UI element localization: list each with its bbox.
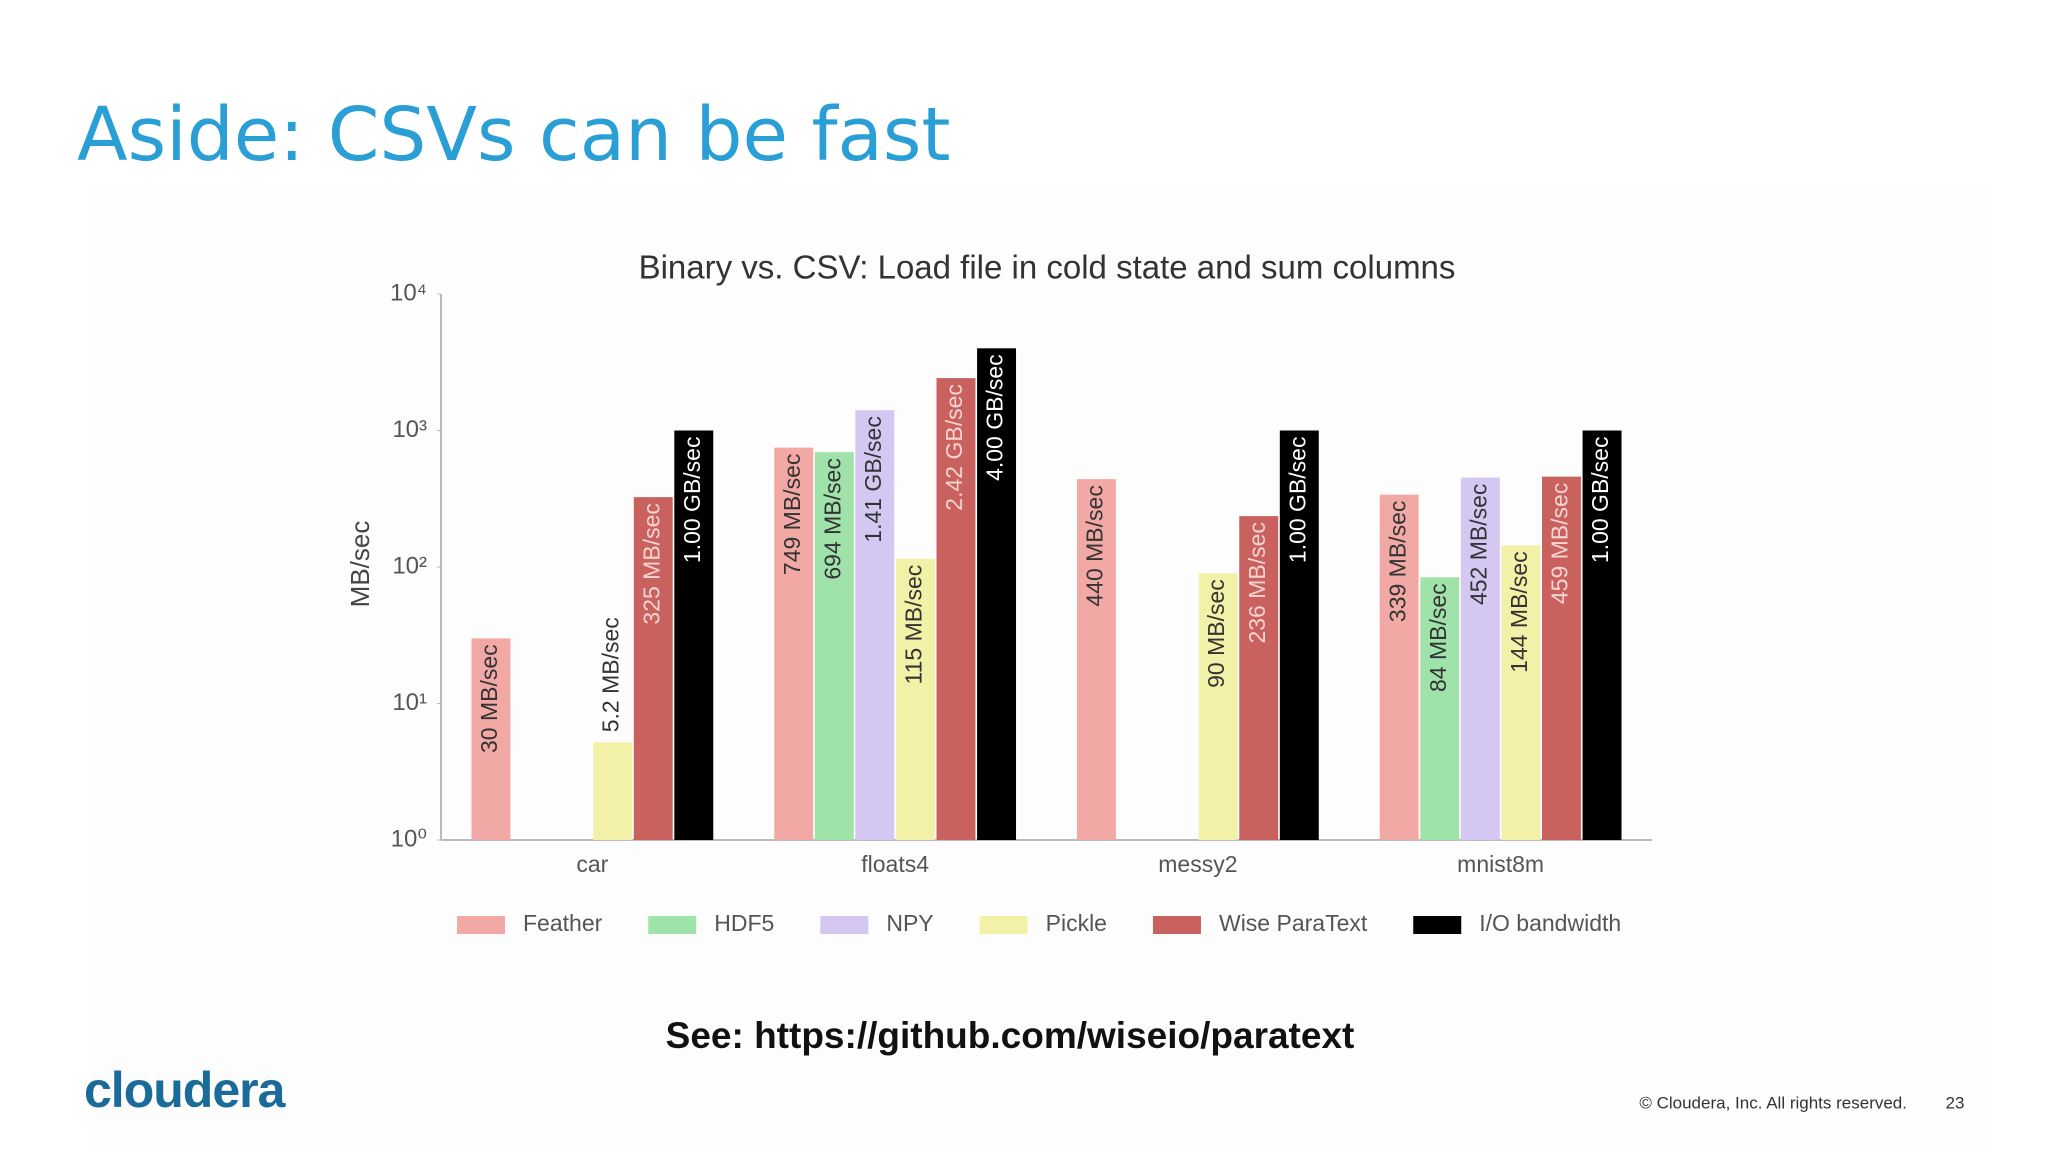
value-label: 749 MB/sec [779,454,805,575]
y-tick-label: 10⁴ [390,279,427,306]
bar [977,348,1017,840]
legend-swatch [457,916,505,934]
chart-title: Binary vs. CSV: Load file in cold state … [639,249,1456,286]
bar [1198,573,1238,840]
logo: cloudera [84,1062,287,1118]
legend-swatch [979,916,1028,934]
bar [633,497,673,840]
value-label: 325 MB/sec [638,503,664,624]
bar [1279,430,1319,840]
bar [1379,494,1419,840]
value-label: 1.41 GB/sec [860,416,886,543]
page-number: 23 [1946,1093,1965,1112]
legend-label: Pickle [1046,910,1107,936]
legend-label: Wise ParaText [1219,910,1368,936]
value-label: 90 MB/sec [1203,579,1229,688]
value-label: 144 MB/sec [1506,551,1532,672]
bar [1239,516,1279,840]
legend-swatch [820,916,869,934]
x-tick-label: mnist8m [1457,851,1544,877]
legend-label: NPY [886,910,933,936]
bar [1460,477,1500,840]
x-tick-label: messy2 [1158,851,1237,877]
y-tick-label: 10⁰ [391,825,427,852]
chart-background [92,190,1992,1150]
x-tick-label: car [576,851,608,877]
bar [674,430,714,840]
bar [1542,476,1581,840]
value-label: 1.00 GB/sec [1284,437,1310,564]
legend-swatch [1413,916,1462,934]
bar [1076,479,1116,840]
slide-title: Aside: CSVs can be fast [77,92,950,178]
bar [1501,545,1541,840]
bar [895,558,935,840]
value-label: 1.00 GB/sec [1587,437,1613,564]
bar [814,452,854,840]
y-tick-label: 10² [392,552,427,579]
value-label: 459 MB/sec [1547,483,1573,604]
value-label: 339 MB/sec [1384,501,1410,622]
legend-swatch [648,916,697,934]
y-tick-label: 10¹ [392,689,427,716]
bar [1420,577,1460,840]
legend-swatch [1152,916,1201,934]
legend-label: I/O bandwidth [1479,910,1621,936]
legend-label: HDF5 [714,910,774,936]
value-label: 2.42 GB/sec [941,384,967,511]
value-label: 5.2 MB/sec [598,617,624,732]
value-label: 452 MB/sec [1465,484,1491,605]
bar [855,410,895,840]
value-label: 4.00 GB/sec [982,354,1008,481]
copyright: © Cloudera, Inc. All rights reserved. [1639,1093,1907,1112]
y-tick-label: 10³ [392,416,427,443]
bar [1582,430,1622,840]
value-label: 1.00 GB/sec [679,437,705,564]
legend-label: Feather [523,910,603,936]
value-label: 30 MB/sec [476,644,502,753]
value-label: 84 MB/sec [1425,583,1451,692]
y-axis-label: MB/sec [345,521,375,608]
bar [936,378,976,840]
bar [471,638,511,840]
value-label: 115 MB/sec [900,565,926,685]
value-label: 236 MB/sec [1244,522,1270,643]
bar [774,447,814,840]
bar [593,742,633,840]
x-tick-label: floats4 [861,851,929,877]
value-label: 440 MB/sec [1082,485,1108,606]
source-link[interactable]: See: https://github.com/wiseio/paratext [666,1015,1355,1056]
value-label: 694 MB/sec [819,458,845,579]
